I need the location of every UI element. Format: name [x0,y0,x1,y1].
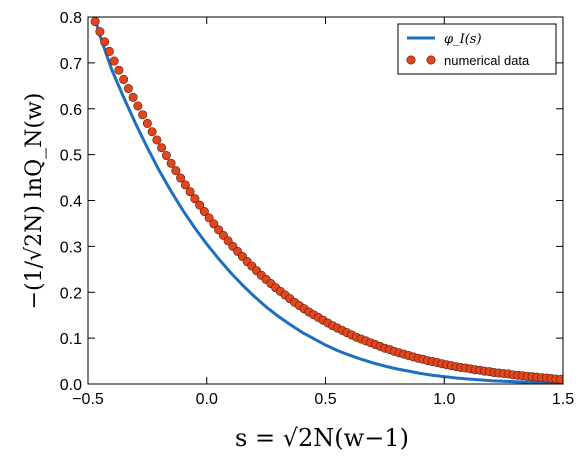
y-tick-label: 0.2 [60,285,82,302]
plot-area [87,16,564,385]
y-tick-label: 0.8 [60,10,82,27]
data-point [128,92,138,102]
data-point [166,158,176,168]
x-tick-label: 1.5 [552,391,574,408]
legend-dot-swatch [406,55,416,65]
data-point [133,101,143,111]
data-point [161,151,171,161]
y-tick-label: 0.6 [60,102,82,119]
x-tick-label: 0.5 [314,391,336,408]
phi-curve-line [93,17,563,384]
legend: φ_I(s) numerical data [397,23,557,75]
data-point [199,207,209,217]
data-point [123,84,133,94]
plot-series [90,17,563,384]
axis-ticks: −0.5 0.0 0.5 1.0 1.50.00.10.20.30.40.50.60.7… [60,10,574,408]
data-point [104,46,114,56]
y-tick-label: 0.1 [60,331,82,348]
data-point [90,17,100,27]
y-tick-label: 0.3 [60,239,82,256]
data-point [157,143,167,153]
data-point [204,213,214,223]
data-point [138,110,148,120]
data-point [100,37,110,47]
data-point [152,135,162,145]
y-tick-label: 0.5 [60,148,82,165]
data-point [556,374,563,384]
data-point [171,166,181,176]
legend-dot-swatch [426,55,436,65]
legend-box [397,23,557,75]
data-point [114,65,124,75]
legend-label-line: φ_I(s) [444,32,482,47]
data-point [190,194,200,204]
y-tick-label: 0.4 [60,194,82,211]
y-tick-label: 0.7 [60,56,82,73]
x-tick-label: 0.0 [196,391,218,408]
data-point [180,180,190,190]
data-point [142,118,152,128]
data-point [185,187,195,197]
data-point [195,200,205,210]
x-tick-label: −0.5 [72,391,104,408]
y-axis-label: −(1/√2N) lnQ_N(w) [22,93,47,310]
x-tick-label: 1.0 [433,391,455,408]
data-point [119,74,129,84]
data-point [109,56,119,66]
legend-label-scatter: numerical data [444,53,530,68]
x-axis-label: s = √2N(w−1) [235,424,409,452]
data-point [209,219,219,229]
y-tick-label: 0.0 [60,377,82,394]
y-axis-label-text: −(1/√2N) lnQ_N(w) [22,93,47,310]
data-point [176,173,186,183]
data-point [147,127,157,137]
data-point [95,27,105,37]
